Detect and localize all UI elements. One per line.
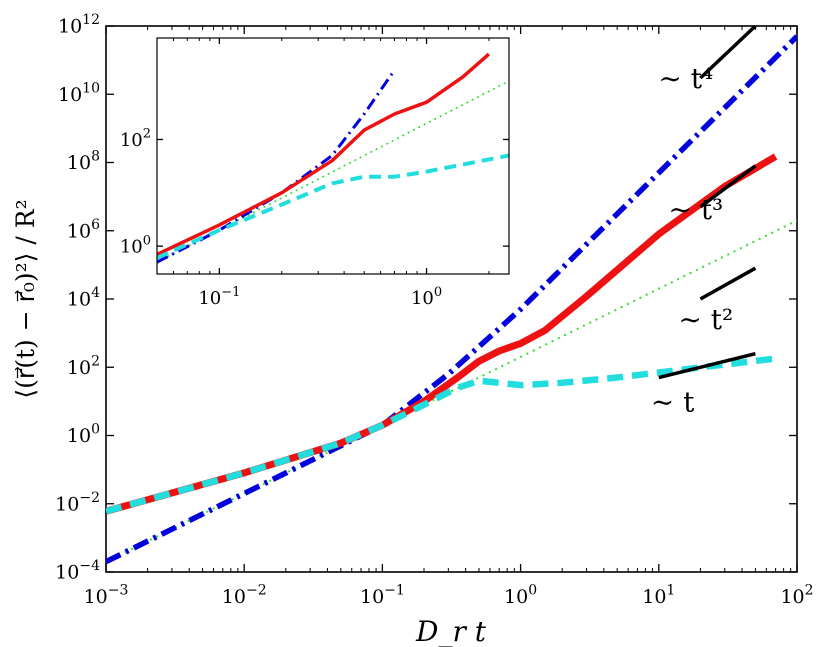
main-x-tick-label: 102: [780, 582, 813, 608]
reference-label-slope-4: ∼ t⁴: [658, 62, 713, 95]
inset-axes: 10−1 100 100 102: [120, 37, 510, 309]
y-axis-label: ⟨(r⃗(t) − r⃗₀)²⟩ / R²: [11, 199, 40, 398]
main-y-tick-label: 10−4: [55, 558, 100, 584]
main-series-cyan-dashed: [106, 355, 776, 515]
main-y-tick-label: 1010: [58, 80, 100, 106]
main-y-tick-label: 102: [67, 353, 100, 379]
main-y-tick-label: 106: [67, 217, 100, 243]
inset-series-cyan-dashed: [157, 153, 509, 260]
main-series: [106, 34, 797, 565]
main-series-green-dotted: [106, 219, 797, 563]
inset-x-tick-label: 10−1: [198, 285, 240, 309]
main-x-tick-label: 10−2: [222, 582, 267, 608]
main-y-tick-label: 104: [67, 285, 100, 311]
reference-line-slope-1: [658, 351, 756, 380]
inset-y-tick-label: 100: [120, 233, 151, 257]
reference-label-slope-2: ∼ t²: [678, 303, 733, 336]
inset-series-blue-dash-dot: [157, 69, 396, 264]
inset-background: [157, 38, 509, 274]
inset-series: [157, 52, 509, 264]
reference-label-slope-3: ∼ t³: [668, 193, 723, 226]
inset-series-red-solid: [157, 52, 491, 256]
main-x-tick-label: 100: [504, 582, 537, 608]
reference-lines: ∼ t⁴ ∼ t³ ∼ t² ∼ t: [651, 24, 757, 419]
main-y-tick-label: 100: [67, 422, 100, 448]
main-x-tick-label: 10−3: [84, 582, 129, 608]
reference-label-slope-1: ∼ t: [651, 386, 695, 419]
main-y-tick-label: 108: [67, 149, 100, 175]
main-x-tick-label: 101: [642, 582, 675, 608]
main-axes: 10−3 10−2 10−1 100 101 102 10−4 10−2 100 102 104 10…: [55, 12, 813, 608]
reference-line-slope-3: [699, 164, 757, 209]
inset-y-tick-label: 102: [120, 127, 151, 151]
main-y-tick-label: 1012: [58, 12, 100, 38]
main-y-tick-label: 10−2: [55, 490, 100, 516]
main-x-tick-label: 10−1: [360, 582, 405, 608]
reference-line-slope-4: [699, 24, 757, 80]
inset-plot-frame: [156, 37, 510, 275]
x-axis-label: D_r t: [415, 615, 487, 647]
main-series-blue-dash-dot: [106, 34, 797, 565]
inset-x-tick-label: 100: [411, 285, 442, 309]
reference-line-slope-2: [699, 266, 757, 301]
